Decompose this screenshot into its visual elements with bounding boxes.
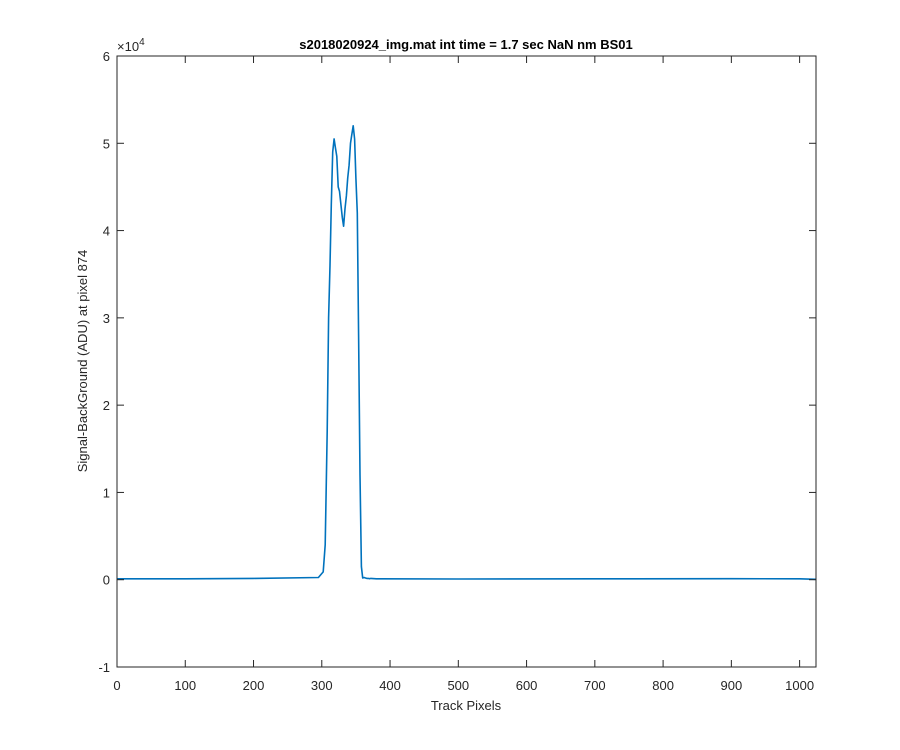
x-tick-label: 1000: [785, 678, 814, 693]
y-tick-label: 5: [103, 136, 110, 151]
x-tick-label: 0: [113, 678, 120, 693]
axes-box: [116, 55, 817, 668]
series-line-0: [117, 125, 817, 581]
y-tick-label: 0: [103, 573, 110, 588]
y-exponent-label: ×104: [117, 37, 145, 54]
data-layer: [117, 125, 817, 581]
x-tick-label: 900: [721, 678, 743, 693]
y-tick-label: -1: [98, 660, 110, 675]
x-tick-label: 700: [584, 678, 606, 693]
y-tick-label: 2: [103, 398, 110, 413]
x-axis-label: Track Pixels: [431, 698, 502, 713]
y-tick-label: 6: [103, 49, 110, 64]
chart-title: s2018020924_img.mat int time = 1.7 sec N…: [299, 37, 633, 52]
x-tick-label: 600: [516, 678, 538, 693]
x-tick-label: 300: [311, 678, 333, 693]
y-tick-label: 1: [103, 485, 110, 500]
plot-area: [117, 56, 816, 667]
x-tick-label: 500: [447, 678, 469, 693]
x-tick-label: 400: [379, 678, 401, 693]
x-tick-label: 200: [243, 678, 265, 693]
x-tick-label: 100: [174, 678, 196, 693]
y-tick-label: 3: [103, 311, 110, 326]
x-tick-label: 800: [652, 678, 674, 693]
y-axis-label: Signal-BackGround (ADU) at pixel 874: [75, 250, 90, 473]
y-tick-label: 4: [103, 224, 110, 239]
ticks-layer: 0 100 200 300 400 500 600 700 800 900 1000-1012345…: [98, 49, 816, 693]
